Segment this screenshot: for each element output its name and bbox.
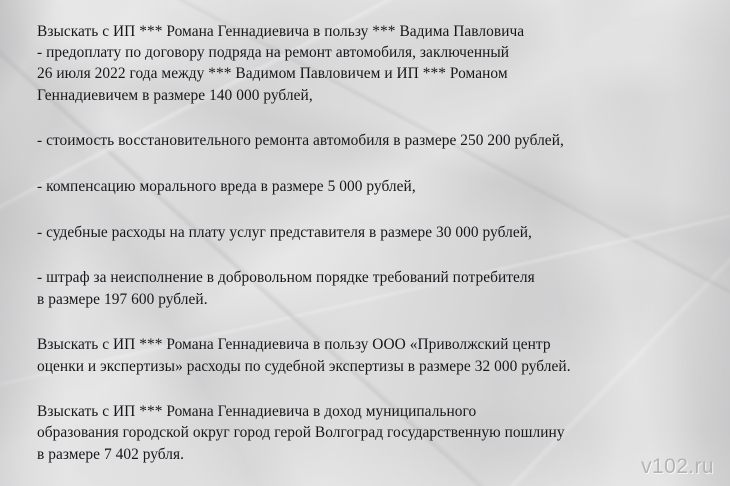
site-watermark: v102.ru: [641, 455, 714, 478]
paragraph-repair-cost: - стоимость восстановительного ремонта а…: [37, 132, 564, 150]
paragraph-state-duty: Взыскать с ИП *** Романа Геннадиевича в …: [37, 403, 565, 463]
paragraph-expert-fees: Взыскать с ИП *** Романа Геннадиевича в …: [37, 336, 571, 375]
paragraph-legal-expenses: - судебные расходы на плату услуг предст…: [37, 223, 532, 241]
paragraph-penalty: - штраф за неисполнение в добровольном п…: [37, 269, 535, 308]
document-text-body: Взыскать с ИП *** Романа Геннадиевича в …: [37, 21, 709, 465]
paragraph-main-claim: Взыскать с ИП *** Романа Геннадиевича в …: [37, 23, 525, 104]
paragraph-moral-damages: - компенсацию морального вреда в размере…: [37, 178, 416, 196]
